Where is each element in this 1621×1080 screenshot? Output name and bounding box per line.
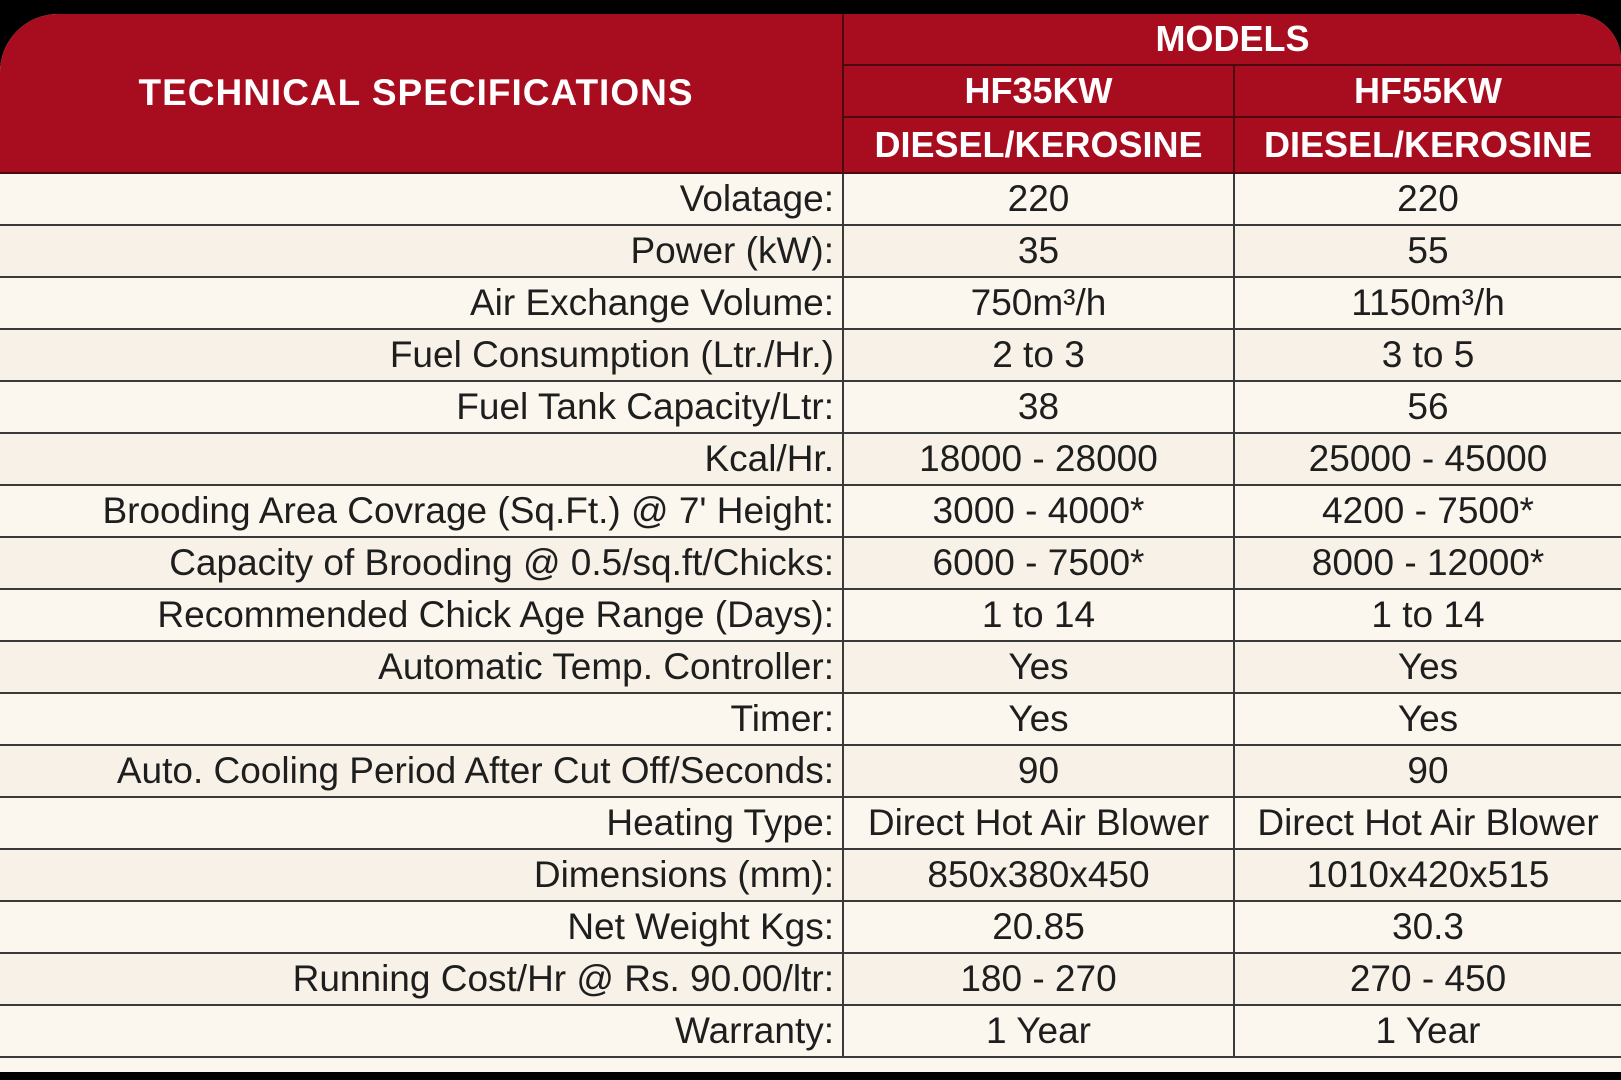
table-row: Timer: Yes Yes [0,692,1621,746]
table-row: Heating Type: Direct Hot Air Blower Direct… [0,796,1621,850]
spec-value-model-1: 1 Year [842,1004,1235,1058]
table-row: Net Weight Kgs: 20.85 30.3 [0,900,1621,954]
spec-label: Air Exchange Volume: [0,276,844,330]
spec-value-model-1: 1 to 14 [842,588,1235,642]
spec-label: Heating Type: [0,796,844,850]
model-2-name: HF55KW [1232,64,1621,118]
spec-value-model-1: 2 to 3 [842,328,1235,382]
spec-value-model-1: 18000 - 28000 [842,432,1235,486]
spec-value-model-2: 56 [1232,380,1621,434]
spec-table: TECHNICAL SPECIFICATIONS MODELS HF35KW H… [0,14,1621,1058]
spec-value-model-2: 270 - 450 [1232,952,1621,1006]
table-row: Auto. Cooling Period After Cut Off/Secon… [0,744,1621,798]
spec-label: Running Cost/Hr @ Rs. 90.00/ltr: [0,952,844,1006]
spec-value-model-2: 25000 - 45000 [1232,432,1621,486]
spec-value-model-1: 38 [842,380,1235,434]
spec-label: Automatic Temp. Controller: [0,640,844,694]
spec-label: Volatage: [0,172,844,226]
table-row: Recommended Chick Age Range (Days): 1 to … [0,588,1621,642]
spec-value-model-2: 220 [1232,172,1621,226]
spec-label: Fuel Tank Capacity/Ltr: [0,380,844,434]
spec-value-model-1: 20.85 [842,900,1235,954]
spec-label: Power (kW): [0,224,844,278]
table-header: TECHNICAL SPECIFICATIONS MODELS HF35KW H… [0,14,1621,174]
table-row: Kcal/Hr. 18000 - 28000 25000 - 45000 [0,432,1621,486]
spec-label: Warranty: [0,1004,844,1058]
spec-value-model-2: 1 to 14 [1232,588,1621,642]
spec-value-model-2: Direct Hot Air Blower [1232,796,1621,850]
spec-value-model-1: 850x380x450 [842,848,1235,902]
spec-label: Capacity of Brooding @ 0.5/sq.ft/Chicks: [0,536,844,590]
model-2-fuel: DIESEL/KEROSINE [1232,116,1621,174]
spec-label: Fuel Consumption (Ltr./Hr.) [0,328,844,382]
spec-value-model-2: Yes [1232,640,1621,694]
model-1-fuel: DIESEL/KEROSINE [842,116,1235,174]
spec-value-model-2: 8000 - 12000* [1232,536,1621,590]
spec-label: Kcal/Hr. [0,432,844,486]
spec-label: Timer: [0,692,844,746]
table-row: Air Exchange Volume: 750m³/h 1150m³/h [0,276,1621,330]
spec-value-model-1: 180 - 270 [842,952,1235,1006]
spec-value-model-2: 4200 - 7500* [1232,484,1621,538]
models-group-header: MODELS [841,14,1621,66]
table-title: TECHNICAL SPECIFICATIONS [0,14,844,174]
table-row: Dimensions (mm): 850x380x450 1010x420x515 [0,848,1621,902]
spec-label: Brooding Area Covrage (Sq.Ft.) @ 7' Heig… [0,484,844,538]
spec-value-model-2: 30.3 [1232,900,1621,954]
spec-value-model-1: Yes [842,692,1235,746]
table-row: Brooding Area Covrage (Sq.Ft.) @ 7' Heig… [0,484,1621,538]
spec-label: Net Weight Kgs: [0,900,844,954]
spec-value-model-2: 1 Year [1232,1004,1621,1058]
spec-value-model-1: 220 [842,172,1235,226]
table-body: Volatage: 220 220 Power (kW): 35 55 Air Exchan… [0,172,1621,1058]
table-row: Power (kW): 35 55 [0,224,1621,278]
table-row: Volatage: 220 220 [0,172,1621,226]
spec-value-model-1: Yes [842,640,1235,694]
table-row: Automatic Temp. Controller: Yes Yes [0,640,1621,694]
spec-value-model-2: 55 [1232,224,1621,278]
spec-value-model-1: Direct Hot Air Blower [842,796,1235,850]
spec-sheet: TECHNICAL SPECIFICATIONS MODELS HF35KW H… [0,14,1621,1072]
model-1-name: HF35KW [842,64,1235,118]
table-row: Capacity of Brooding @ 0.5/sq.ft/Chicks:… [0,536,1621,590]
spec-value-model-2: 1150m³/h [1232,276,1621,330]
spec-label: Auto. Cooling Period After Cut Off/Secon… [0,744,844,798]
spec-value-model-1: 3000 - 4000* [842,484,1235,538]
spec-value-model-2: 3 to 5 [1232,328,1621,382]
spec-value-model-1: 6000 - 7500* [842,536,1235,590]
spec-value-model-1: 35 [842,224,1235,278]
table-row: Running Cost/Hr @ Rs. 90.00/ltr: 180 - 27… [0,952,1621,1006]
table-row: Warranty: 1 Year 1 Year [0,1004,1621,1058]
spec-value-model-2: Yes [1232,692,1621,746]
spec-label: Recommended Chick Age Range (Days): [0,588,844,642]
spec-label: Dimensions (mm): [0,848,844,902]
spec-value-model-1: 750m³/h [842,276,1235,330]
spec-value-model-2: 1010x420x515 [1232,848,1621,902]
table-row: Fuel Tank Capacity/Ltr: 38 56 [0,380,1621,434]
spec-value-model-1: 90 [842,744,1235,798]
spec-value-model-2: 90 [1232,744,1621,798]
